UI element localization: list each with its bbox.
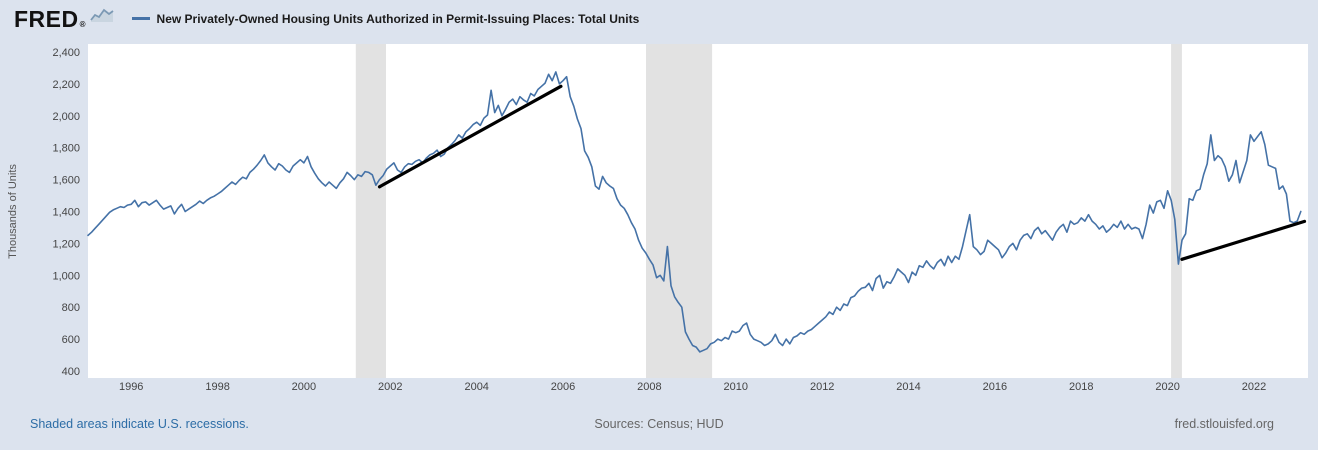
- sources-text: Sources: Census; HUD: [594, 417, 724, 431]
- recession-band: [355, 44, 386, 378]
- x-tick-label: 2000: [292, 381, 316, 393]
- x-tick-label: 2002: [378, 381, 402, 393]
- y-axis-title: Thousands of Units: [7, 164, 19, 259]
- chart-title: New Privately-Owned Housing Units Author…: [156, 11, 640, 26]
- y-tick-label: 1,800: [52, 143, 80, 155]
- x-tick-label: 2020: [1155, 381, 1179, 393]
- y-tick-label: 1,200: [52, 238, 80, 250]
- y-tick-label: 400: [62, 366, 80, 378]
- registered-mark: ®: [79, 20, 86, 29]
- y-tick-label: 2,000: [52, 111, 80, 123]
- recession-band: [1171, 44, 1182, 378]
- chart-area: 400 600 800 1,000 1,200 1,400 1,600 1,800 2,000 2…: [0, 40, 1318, 416]
- recession-note-link[interactable]: Shaded areas indicate U.S. recessions.: [30, 417, 249, 431]
- y-tick-label: 1,000: [52, 270, 80, 282]
- x-tick-label: 2008: [637, 381, 661, 393]
- recession-band: [646, 44, 713, 378]
- y-tick-label: 800: [62, 302, 80, 314]
- y-tick-label: 2,200: [52, 79, 80, 91]
- x-tick-label: 2016: [983, 381, 1007, 393]
- x-tick-label: 2010: [724, 381, 748, 393]
- series-line: [87, 71, 1302, 353]
- fred-logo-text: FRED: [14, 6, 79, 32]
- x-tick-label: 2022: [1242, 381, 1266, 393]
- x-tick-label: 2012: [810, 381, 834, 393]
- x-tick-label: 2004: [464, 381, 488, 393]
- chart-legend: New Privately-Owned Housing Units Author…: [131, 11, 640, 26]
- x-tick-label: 2018: [1069, 381, 1093, 393]
- y-tick-label: 1,600: [52, 175, 80, 187]
- series-color-swatch: [131, 17, 150, 20]
- footer: Shaded areas indicate U.S. recessions. S…: [0, 417, 1318, 437]
- y-tick-label: 2,400: [52, 47, 80, 59]
- x-tick-label: 1998: [205, 381, 229, 393]
- y-tick-label: 600: [62, 334, 80, 346]
- x-tick-label: 2006: [551, 381, 575, 393]
- trend-line-annotation: [377, 84, 563, 189]
- y-tick-label: 1,400: [52, 207, 80, 219]
- fred-site-link[interactable]: fred.stlouisfed.org: [1174, 417, 1274, 431]
- fred-logo-chart-icon: [89, 7, 114, 29]
- x-tick-label: 2014: [896, 381, 920, 393]
- x-tick-label: 1996: [119, 381, 143, 393]
- trend-line-annotation: [1180, 219, 1307, 261]
- housing-permits-line-chart[interactable]: 400 600 800 1,000 1,200 1,400 1,600 1,800 2,000 2…: [0, 40, 1318, 416]
- header: FRED ® New Privately-Owned Housing Units…: [14, 6, 640, 32]
- fred-logo-link[interactable]: FRED ®: [14, 6, 114, 32]
